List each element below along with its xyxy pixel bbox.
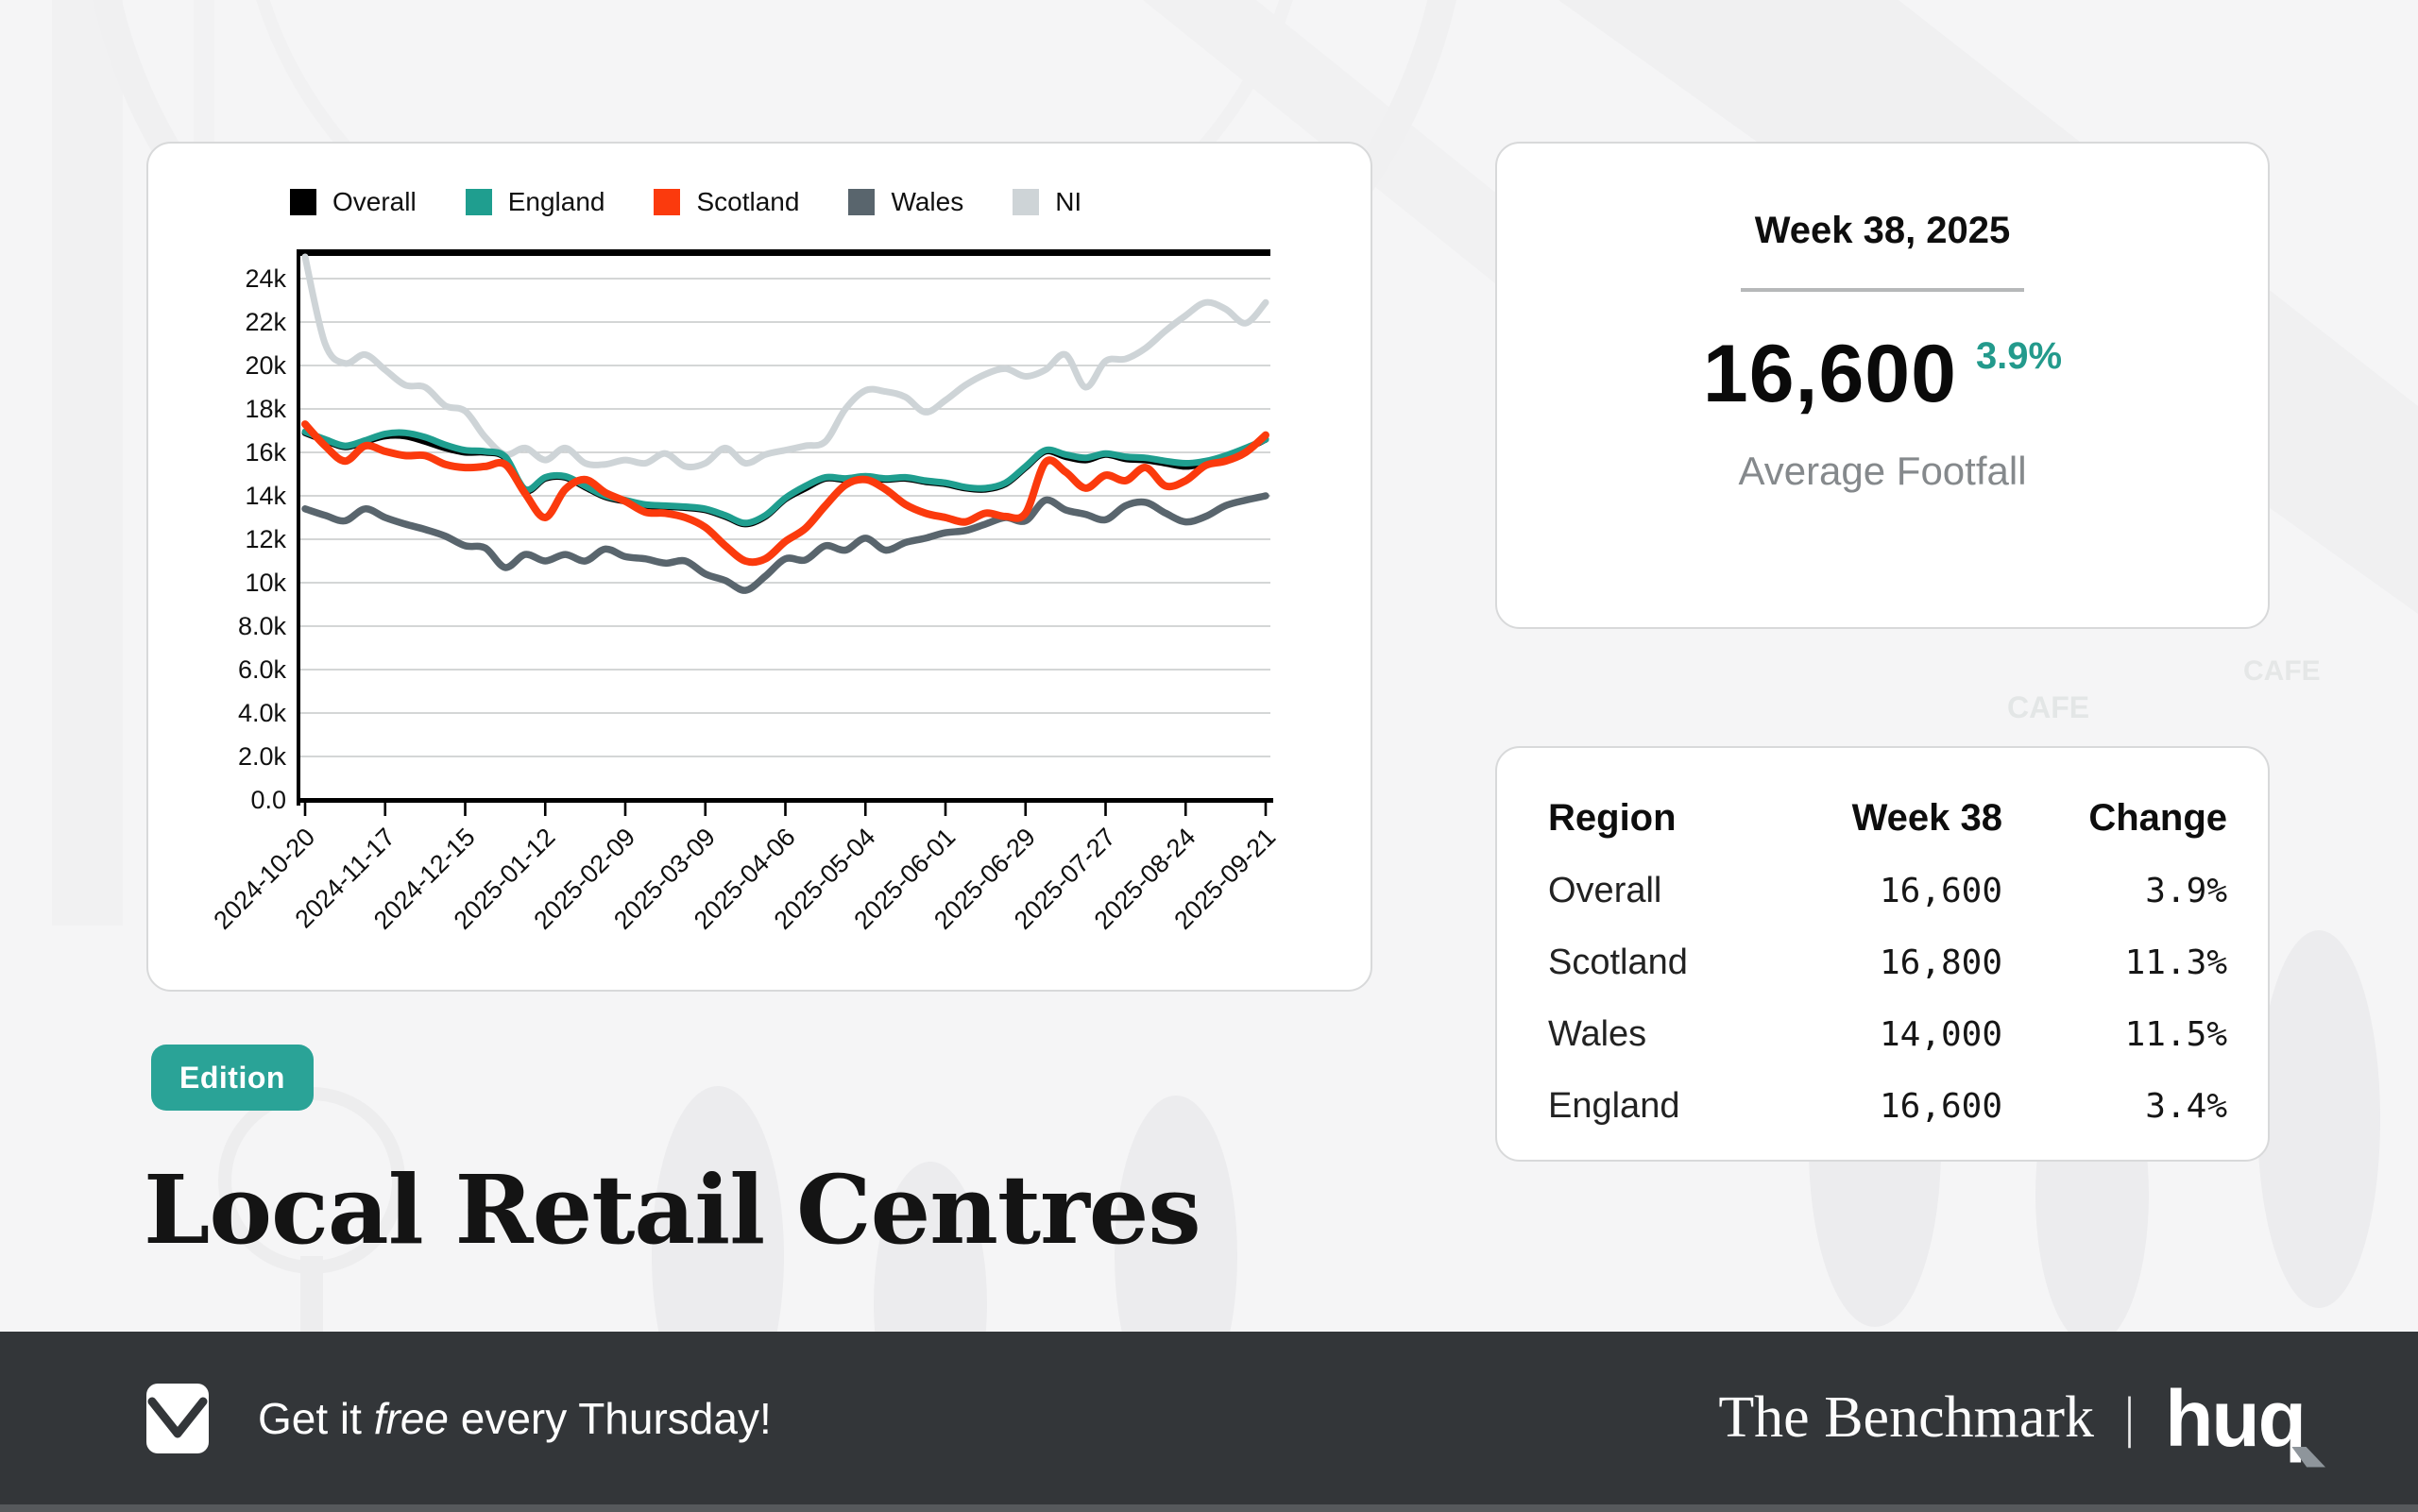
huq-logo: huq: [2165, 1373, 2307, 1463]
edition-badge: Edition: [151, 1045, 314, 1111]
x-axis-tick: [1264, 803, 1268, 816]
table-row-england: England 16,600 3.4%: [1497, 1086, 2268, 1127]
cafe-sign-text: CAFE: [2007, 690, 2089, 724]
y-axis-label: 10k: [245, 569, 286, 597]
legend-swatch-wales: [848, 189, 876, 215]
table-header-region: Region: [1548, 797, 1677, 839]
left-spine: [297, 249, 300, 806]
average-footfall-label: Average Footfall: [1738, 449, 2027, 493]
x-axis-tick: [863, 803, 867, 816]
y-axis-label: 24k: [245, 264, 286, 293]
page-title: Local Retail Centres: [144, 1154, 1201, 1266]
x-axis-tick: [944, 803, 947, 816]
legend-label: Overall: [332, 187, 417, 216]
y-axis-label: 8.0k: [238, 612, 287, 640]
y-axis-label: 16k: [245, 438, 286, 467]
the-benchmark-wordmark: The Benchmark: [1718, 1385, 2094, 1450]
legend-label: Wales: [891, 187, 964, 216]
table-header-change: Change: [2088, 797, 2227, 839]
brand-divider: |: [2125, 1387, 2134, 1449]
legend-label: Scotland: [696, 187, 800, 216]
legend-item-wales: Wales: [848, 187, 963, 217]
legend-label: England: [507, 187, 605, 216]
change-percent-badge: 3.9%: [1975, 335, 2063, 377]
y-axis-label: 0.0: [250, 786, 286, 814]
x-axis-tick: [383, 803, 387, 816]
x-axis-tick: [543, 803, 547, 816]
table-cell-region: England: [1548, 1086, 1680, 1126]
x-axis-tick: [623, 803, 627, 816]
x-axis-tick: [784, 803, 787, 816]
gridlines: [299, 278, 1270, 757]
average-footfall-stat: 16,600 3.9%: [1497, 333, 2268, 415]
footfall-line-chart: 0.0 2.0k 4.0k 6.0k 8.0k 10k 12k 14k 16k 18k 20k 22k…: [208, 249, 1281, 935]
y-axis-label: 18k: [245, 395, 286, 423]
table-cell-change: 11.5%: [2124, 1015, 2227, 1054]
table-cell-region: Overall: [1548, 871, 1662, 910]
footer-bar: Get it free every Thursday! The Benchmar…: [0, 1332, 2418, 1512]
cta-suffix: every Thursday!: [448, 1393, 772, 1443]
x-axis-tick: [1183, 803, 1187, 816]
legend-item-ni: NI: [1013, 187, 1081, 217]
cafe-sign-text: CAFE: [2243, 655, 2321, 687]
average-footfall-value: 16,600: [1702, 329, 1957, 419]
brand-lockup: The Benchmark | huq: [1718, 1373, 2307, 1463]
x-axis-tick: [303, 803, 307, 816]
table-cell-change: 3.9%: [2145, 872, 2227, 910]
legend-swatch-ni: [1013, 189, 1040, 215]
table-body: Overall 16,600 3.9% Scotland 16,800 11.3% Wale…: [1497, 871, 2268, 1127]
y-axis-label: 20k: [245, 351, 286, 380]
table-cell-week38: 14,000: [1879, 1015, 2002, 1054]
bottom-spine: [297, 798, 1273, 803]
x-axis-tick: [464, 803, 467, 816]
legend-item-england: England: [465, 187, 605, 217]
table-cell-week38: 16,600: [1879, 1087, 2002, 1126]
legend-label: NI: [1055, 187, 1082, 216]
x-axis-tick: [1104, 803, 1107, 816]
table-header-week38: Week 38: [1851, 797, 2002, 839]
chart-legend: Overall England Scotland Wales NI: [290, 187, 1081, 217]
footfall-chart-card: Overall England Scotland Wales NI 0.0 2.0k 4.0…: [146, 142, 1372, 992]
series-line-england: [301, 428, 1269, 527]
y-axis-label: 14k: [245, 482, 286, 510]
period-label: Week 38, 2025: [1754, 210, 2011, 251]
x-axis-tick: [1024, 803, 1028, 816]
table-row-scotland: Scotland 16,800 11.3%: [1497, 943, 2268, 983]
region-table-card: Region Week 38 Change Overall 16,600 3.9% S…: [1495, 746, 2270, 1162]
table-row-wales: Wales 14,000 11.5%: [1497, 1014, 2268, 1055]
legend-swatch-scotland: [654, 189, 681, 215]
table-cell-week38: 16,600: [1879, 872, 2002, 910]
legend-swatch-overall: [290, 189, 316, 215]
y-axis-label: 22k: [245, 308, 286, 336]
table-cell-region: Scotland: [1548, 943, 1688, 982]
newsletter-cta-text: Get it free every Thursday!: [258, 1393, 772, 1444]
y-axis-label: 2.0k: [238, 742, 287, 771]
cta-prefix: Get it: [258, 1393, 374, 1443]
x-axis-tick: [704, 803, 707, 816]
divider-line: [1741, 288, 2024, 292]
table-header-row: Region Week 38 Change: [1497, 797, 2268, 840]
y-axis-label: 12k: [245, 525, 286, 553]
series-line-wales: [301, 492, 1269, 594]
table-row-overall: Overall 16,600 3.9%: [1497, 871, 2268, 911]
y-axis-label: 6.0k: [238, 655, 287, 684]
y-axis-label: 4.0k: [238, 699, 287, 727]
series-line-scotland: [301, 420, 1269, 567]
envelope-icon: [146, 1383, 209, 1453]
legend-item-overall: Overall: [290, 187, 417, 217]
table-cell-week38: 16,800: [1879, 943, 2002, 982]
week-summary-card: Week 38, 2025 16,600 3.9% Average Footfa…: [1495, 142, 2270, 629]
legend-swatch-england: [465, 189, 492, 215]
top-spine: [299, 249, 1270, 256]
series-line-ni: [301, 253, 1269, 471]
newsletter-cta: Get it free every Thursday!: [146, 1383, 772, 1453]
cta-free-word: free: [373, 1393, 449, 1443]
legend-item-scotland: Scotland: [654, 187, 799, 217]
table-cell-region: Wales: [1548, 1014, 1647, 1054]
table-cell-change: 11.3%: [2124, 943, 2227, 982]
table-cell-change: 3.4%: [2145, 1087, 2227, 1126]
